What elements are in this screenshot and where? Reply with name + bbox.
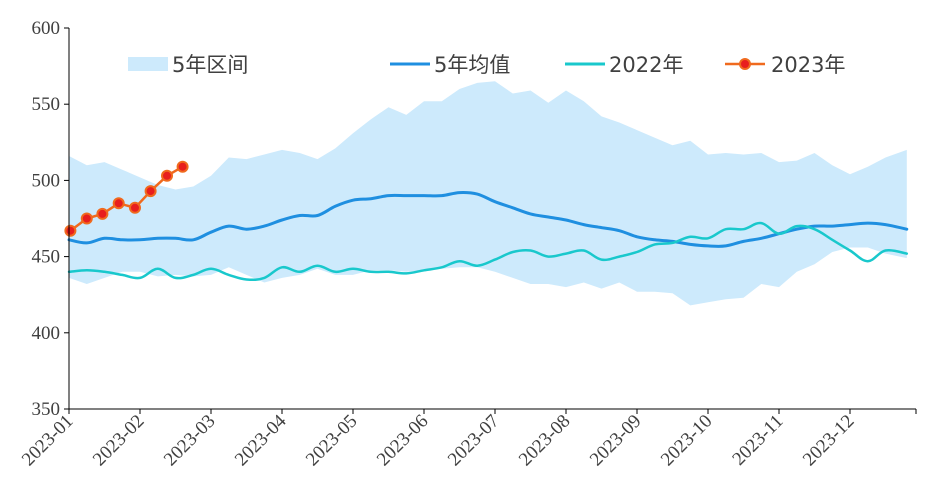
y-tick-label-2: 450 [32,247,61,268]
legend-swatch-range [128,57,168,71]
y-tick-label-0: 350 [32,399,61,420]
y-tick-label-1: 400 [32,323,61,344]
series-2023-point-5 [144,185,157,198]
series-2023-point-7 [176,160,189,173]
x-tick-label-1: 2023-02 [89,411,149,471]
x-tick-label-9: 2023-10 [657,411,717,471]
x-tick-label-4: 2023-05 [302,411,362,471]
range-band-area [69,81,907,306]
x-tick-label-8: 2023-09 [586,411,646,471]
x-tick-label-7: 2023-08 [515,411,575,471]
y-tick-label-4: 550 [32,94,61,115]
series-layer [64,160,909,282]
legend-swatch-2023-marker [739,58,751,70]
series-5yr-mean-line [67,190,909,248]
series-2023-point-2 [96,207,109,220]
series-2023-point-0 [64,224,77,237]
series-2023-point-3 [112,197,125,210]
x-tick-label-2: 2023-03 [160,411,220,471]
legend-label-mean: 5年均值 [434,53,510,77]
series-2023-point-1 [80,212,93,225]
series-2023-point-4 [129,201,141,214]
x-tick-label-10: 2023-11 [728,411,787,470]
y-tick-label-3: 500 [32,170,61,191]
x-tick-label-6: 2023-07 [444,411,504,471]
range-band-layer [69,81,907,306]
x-tick-label-3: 2023-04 [231,410,291,470]
legend-label-range: 5年区间 [172,53,248,77]
series-2023-point-6 [161,169,173,182]
y-tick-label-5: 600 [32,18,61,39]
x-tick-label-5: 2023-06 [373,411,433,471]
legend-label-2022: 2022年 [609,53,683,77]
x-tick-label-11: 2023-12 [799,411,859,471]
series-2022-line [67,221,909,282]
legend-label-2023: 2023年 [771,53,845,77]
legend: 5年区间 5年均值 2022年 2023年 [128,53,845,77]
